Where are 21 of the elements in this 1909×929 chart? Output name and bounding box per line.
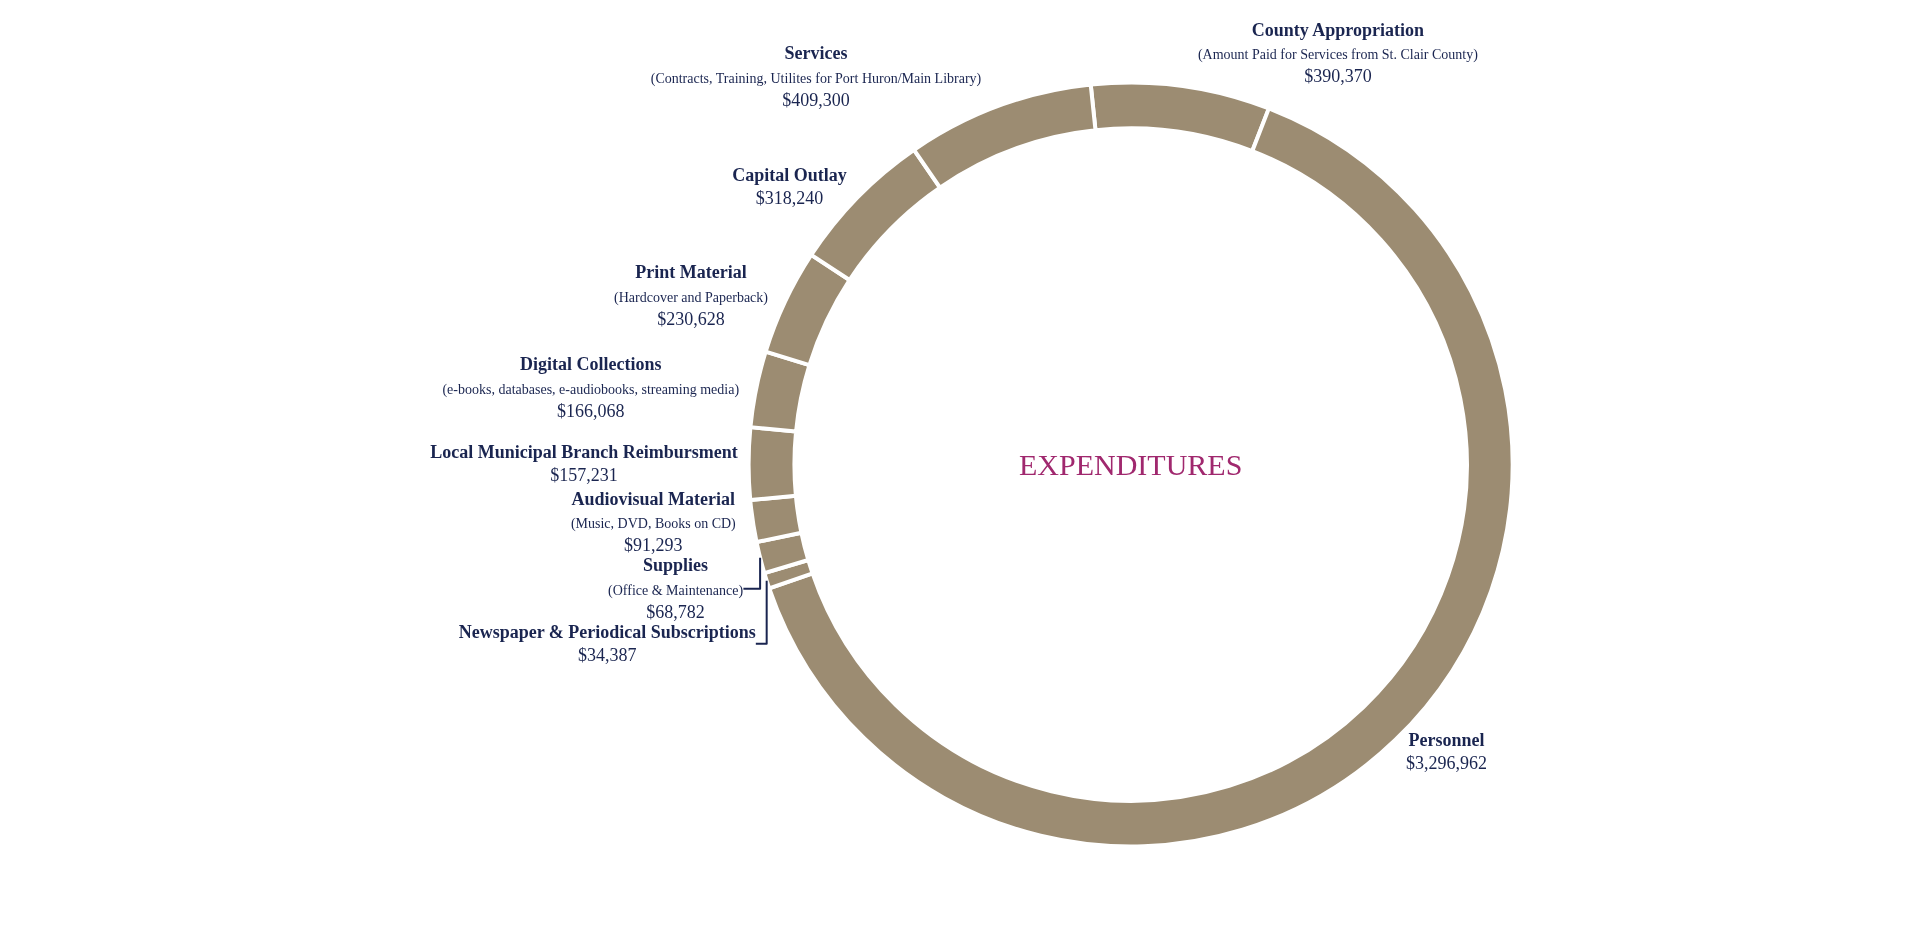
slice-label: Audiovisual Material (Music, DVD, Books on CD) <box>570 488 737 532</box>
slice-label: Supplies (Office & Maintenance) <box>608 555 744 599</box>
slice-label: Print Material (Hardcover and Paperback) <box>614 262 769 306</box>
data-label: $91,293 <box>624 535 683 556</box>
data-label: $157,231 <box>550 465 618 486</box>
data-label: $390,370 <box>1304 66 1372 87</box>
data-label: $34,387 <box>577 645 637 666</box>
slice-label: Local Municipal Branch Reimbursment <box>430 441 738 462</box>
slice-label: County Appropriation (Amount Paid for Services from St. Clair County) <box>1197 19 1479 63</box>
slice-label: Capital Outlay <box>732 165 847 186</box>
slice-label: Personnel <box>1408 729 1485 750</box>
data-label: $409,300 <box>782 90 850 111</box>
data-label: $318,240 <box>755 188 824 209</box>
data-label: $3,296,962 <box>1406 753 1488 774</box>
data-label: $166,068 <box>557 401 625 422</box>
slice-label: Services (Contracts, Training, Utilites for Port Huron/Main Library) <box>650 43 982 87</box>
text: EXPENDITURES <box>1019 448 1243 481</box>
slice-label: Digital Collections (e-books, databases, e-audiobooks, streaming media) <box>442 354 740 398</box>
slice-label: Newspaper & Periodical Subscriptions <box>458 622 756 643</box>
data-label: $68,782 <box>646 602 705 623</box>
data-label: $230,628 <box>657 308 725 329</box>
